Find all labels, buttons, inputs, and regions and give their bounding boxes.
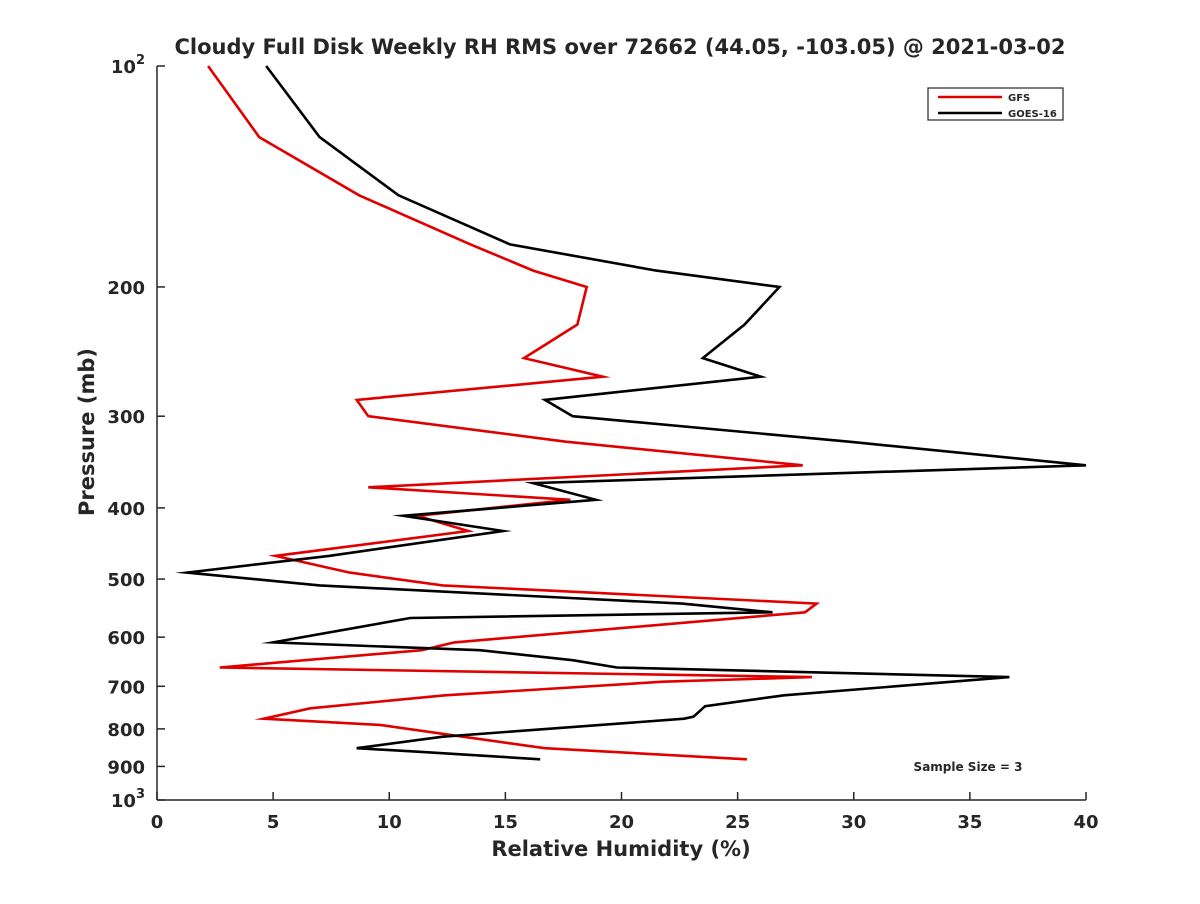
y-tick-label: 102 [111,53,145,78]
y-tick-exponent: 2 [136,53,145,68]
y-tick-label: 400 [107,499,145,520]
sample-size-annotation: Sample Size = 3 [914,760,1023,774]
y-tick-base: 10 [111,791,136,812]
plot-area: 0 5 10 15 20 25 30 35 40102200300400500600700800… [107,53,1098,833]
y-tick-exponent: 3 [136,787,145,802]
x-tick-label: 30 [841,812,866,833]
x-axis-label: Relative Humidity (%) [491,837,750,861]
x-tick-label: 10 [377,812,402,833]
x-tick-label: 35 [957,812,982,833]
x-tick-label: 25 [725,812,750,833]
y-tick-base: 10 [111,57,136,78]
x-tick-label: 0 [151,812,164,833]
legend-label: GOES-16 [1008,109,1057,120]
series-line-goes-16 [175,65,1087,761]
chart-title: Cloudy Full Disk Weekly RH RMS over 7266… [174,35,1065,59]
y-tick-label: 700 [107,677,145,698]
y-tick-label: 900 [107,757,145,778]
y-axis-label: Pressure (mb) [75,348,99,516]
x-tick-label: 15 [493,812,518,833]
x-tick-label: 5 [267,812,280,833]
y-tick-label: 500 [107,570,145,591]
legend-box [927,87,1064,121]
legend-label: GFS [1008,93,1030,104]
series-line-gfs [207,65,821,761]
x-tick-label: 20 [609,812,634,833]
y-tick-label: 103 [111,787,145,812]
y-tick-label: 800 [107,720,145,741]
legend: GFS GOES-16 [927,87,1064,121]
y-tick-label: 600 [107,628,145,649]
y-tick-label: 300 [107,407,145,428]
x-tick-label: 40 [1073,812,1098,833]
y-tick-label: 200 [107,278,145,299]
